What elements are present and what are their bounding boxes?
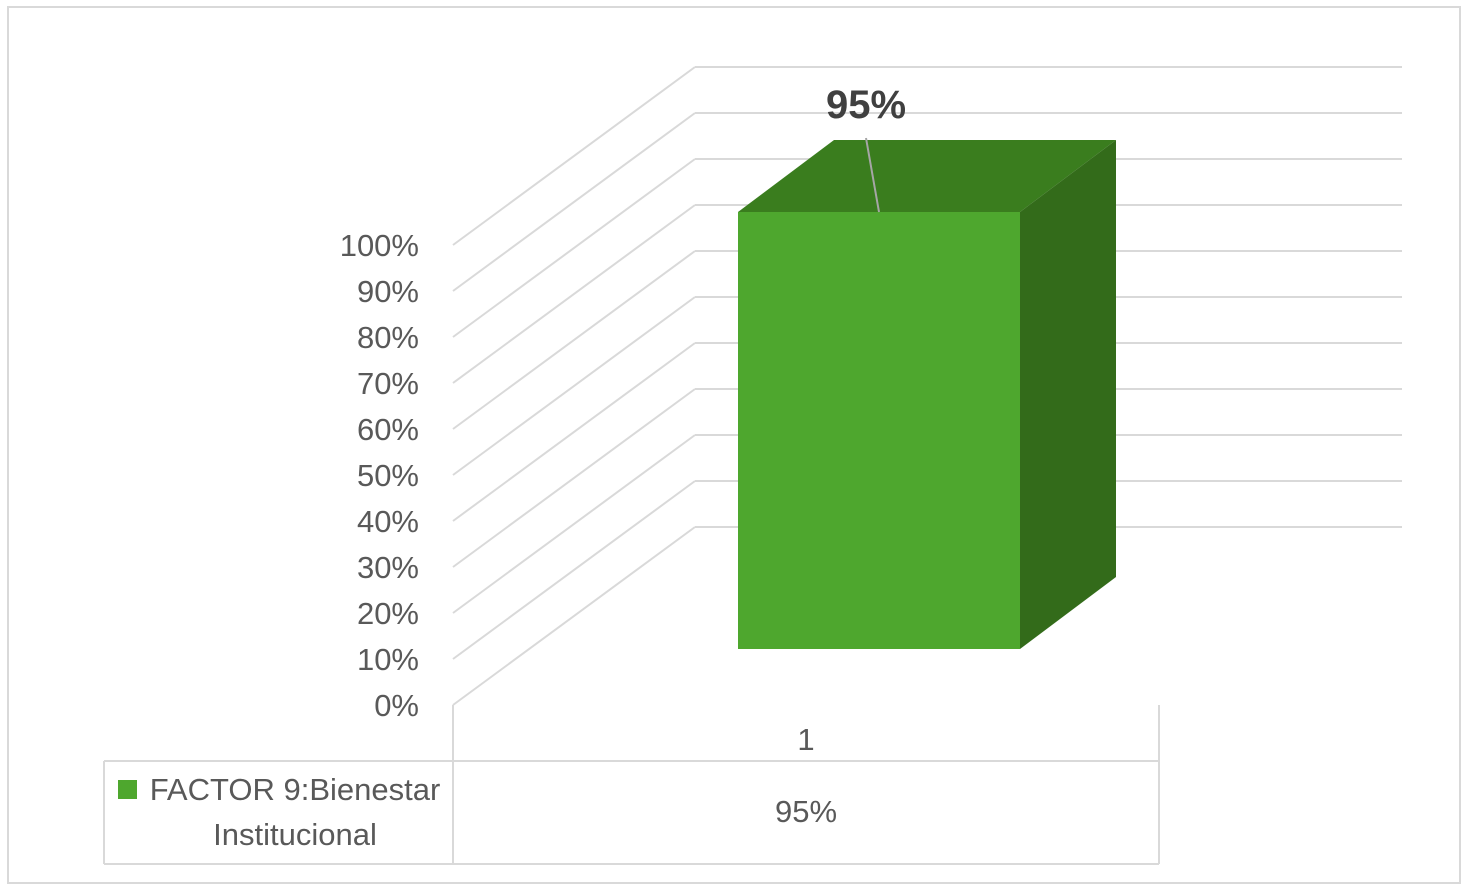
y-tick-label: 30% bbox=[357, 550, 419, 585]
gridline-depth bbox=[452, 158, 696, 338]
bars bbox=[738, 140, 1116, 649]
y-tick-label: 50% bbox=[357, 458, 419, 493]
gridline-depth bbox=[452, 342, 696, 522]
y-tick-label: 100% bbox=[340, 228, 419, 263]
data-table: 1 FACTOR 9:Bienestar Institucional 95% bbox=[103, 705, 1160, 865]
gridline-depth bbox=[452, 66, 696, 246]
gridline-depth bbox=[452, 480, 696, 660]
data-label: 95% bbox=[826, 83, 906, 127]
y-tick-label: 0% bbox=[374, 688, 419, 723]
data-labels: 95% bbox=[826, 83, 906, 213]
gridline-depth bbox=[452, 434, 696, 614]
bar-side bbox=[1020, 140, 1116, 649]
gridline-depth bbox=[452, 296, 696, 476]
data-label-leader bbox=[865, 137, 880, 213]
y-tick-label: 40% bbox=[357, 504, 419, 539]
bar-front bbox=[738, 212, 1020, 649]
legend-label-line1: FACTOR 9:Bienestar bbox=[150, 772, 441, 807]
y-tick-label: 80% bbox=[357, 320, 419, 355]
y-tick-label: 90% bbox=[357, 274, 419, 309]
y-tick-label: 10% bbox=[357, 642, 419, 677]
legend-label-line2: Institucional bbox=[213, 817, 377, 852]
gridline-depth bbox=[452, 388, 696, 568]
y-tick-label: 20% bbox=[357, 596, 419, 631]
table-value-cell: 95% bbox=[775, 794, 837, 829]
chart-frame bbox=[7, 6, 1461, 884]
gridline-depth bbox=[452, 204, 696, 384]
x-category-label: 1 bbox=[797, 722, 814, 757]
gridline-depth bbox=[452, 250, 696, 430]
bar-top bbox=[738, 140, 1116, 212]
gridline-depth bbox=[452, 112, 696, 292]
legend-key bbox=[118, 780, 137, 799]
gridline-depth bbox=[452, 526, 696, 706]
y-tick-label: 60% bbox=[357, 412, 419, 447]
y-tick-label: 70% bbox=[357, 366, 419, 401]
y-axis-ticks: 0% 10% 20% 30% 40% 50% 60% 70% 80% 90% 100% bbox=[340, 228, 419, 723]
